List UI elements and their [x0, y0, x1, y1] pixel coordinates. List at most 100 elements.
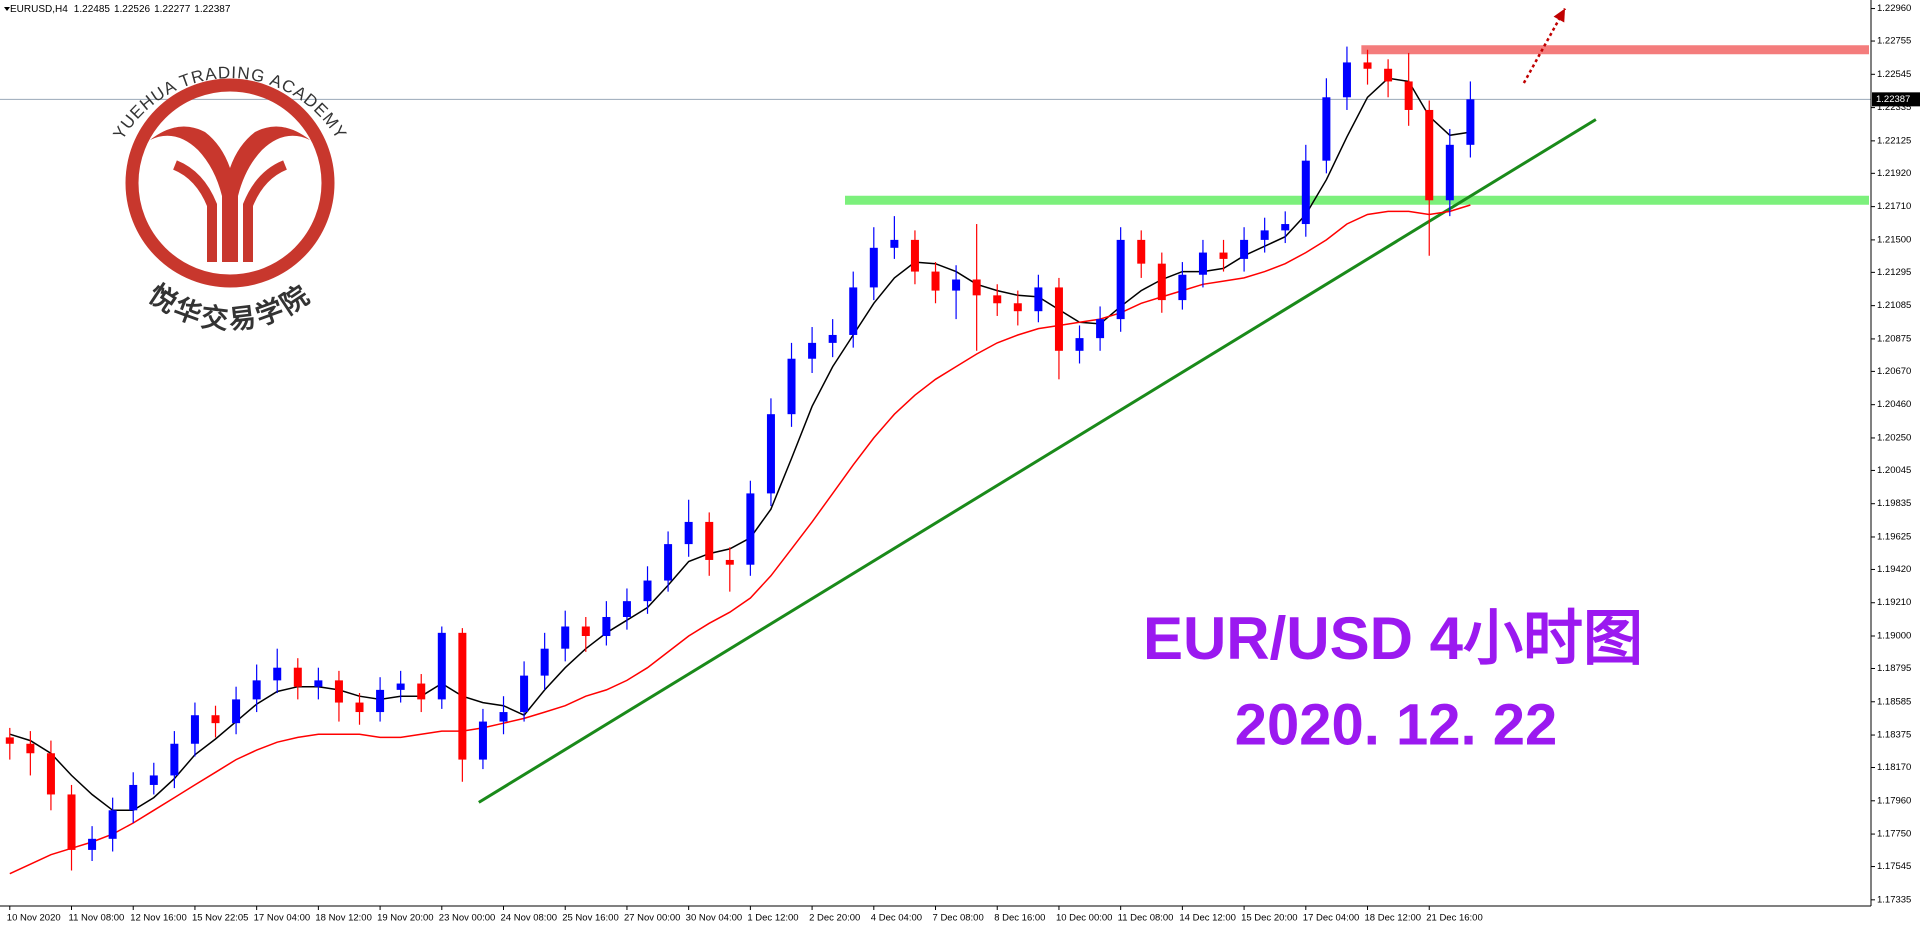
candle-body [355, 702, 364, 713]
y-tick-label: 1.21500 [1877, 234, 1911, 245]
candle-body [417, 683, 426, 700]
candle-body [1116, 239, 1125, 320]
y-tick-label: 1.17750 [1877, 829, 1911, 840]
candle-body [725, 559, 734, 565]
candle-body [766, 414, 775, 494]
last-price-label: 1.22387 [1876, 94, 1910, 105]
logo-mark [172, 160, 288, 262]
candle-body [1322, 97, 1331, 161]
y-tick-label: 1.20460 [1877, 399, 1911, 410]
candle-body [190, 715, 199, 744]
candle-body [1054, 287, 1063, 351]
x-tick-label: 15 Nov 22:05 [192, 913, 249, 924]
x-tick-label: 27 Nov 00:00 [624, 913, 681, 924]
candle-body [129, 784, 138, 811]
candle-body [1301, 160, 1310, 225]
candle-body [1342, 62, 1351, 98]
candle-body [1466, 99, 1475, 145]
candle-body [746, 493, 755, 565]
quote: 1.22526 [114, 4, 151, 15]
header: EURUSD,H4 1.22485 1.22526 1.22277 1.22387 [10, 4, 231, 15]
x-tick-label: 21 Dec 16:00 [1426, 913, 1483, 924]
candle-body [1404, 81, 1413, 110]
candle-body [664, 544, 673, 581]
x-tick-label: 17 Nov 04:00 [254, 913, 311, 924]
candle-body [1075, 338, 1084, 351]
candle-body [458, 632, 467, 760]
y-tick-label: 1.18375 [1877, 730, 1911, 741]
x-tick-label: 15 Dec 20:00 [1241, 913, 1298, 924]
candle-body [499, 712, 508, 722]
x-tick-label: 14 Dec 12:00 [1179, 913, 1236, 924]
candle-body [1363, 62, 1372, 69]
header-arrow [4, 7, 10, 11]
x-tick-label: 4 Dec 04:00 [871, 913, 922, 924]
candle-body [849, 287, 858, 335]
y-tick-label: 1.19210 [1877, 597, 1911, 608]
candle-body [252, 680, 261, 700]
candle-body [684, 521, 693, 545]
symbol: EURUSD,H4 [10, 4, 68, 15]
candle-body [26, 743, 35, 754]
annotation-date: 2020. 12. 22 [1235, 692, 1558, 757]
candle-body [643, 580, 652, 602]
candle-body [808, 342, 817, 359]
logo-mark [150, 126, 310, 262]
candle-body [396, 683, 405, 690]
last-price-box [1872, 92, 1920, 107]
y-tick-label: 1.20250 [1877, 432, 1911, 443]
candle-body [1178, 274, 1187, 301]
candle-body [890, 239, 899, 248]
candle-body [931, 271, 940, 291]
candle-body [293, 667, 302, 687]
candle-body [561, 626, 570, 649]
y-tick-label: 1.20670 [1877, 366, 1911, 377]
y-tick-label: 1.22755 [1877, 36, 1911, 47]
y-tick-label: 1.19835 [1877, 498, 1911, 509]
y-tick-label: 1.22545 [1877, 69, 1911, 80]
trendline [478, 118, 1597, 804]
candle-body [1445, 144, 1454, 201]
y-tick-label: 1.19420 [1877, 564, 1911, 575]
candle-body [170, 743, 179, 776]
y-tick-label: 1.22125 [1877, 135, 1911, 146]
candle-body [1260, 230, 1269, 240]
candle-body [232, 699, 241, 724]
x-tick-label: 8 Dec 16:00 [994, 913, 1045, 924]
x-tick-label: 11 Dec 08:00 [1118, 913, 1174, 924]
x-tick-label: 12 Nov 16:00 [130, 913, 187, 924]
candle-body [273, 667, 282, 681]
x-tick-label: 2 Dec 20:00 [809, 913, 860, 924]
candle-body [993, 295, 1002, 304]
moving-average [9, 204, 1471, 875]
x-tick-label: 10 Nov 2020 [7, 913, 61, 924]
candle-body [972, 279, 981, 296]
y-tick-label: 1.18585 [1877, 696, 1911, 707]
candle-body [108, 810, 117, 839]
candle-body [1240, 239, 1249, 259]
candle-body [211, 715, 220, 724]
candle-body [478, 721, 487, 760]
x-tick-label: 10 Dec 00:00 [1056, 913, 1113, 924]
candle-body [46, 753, 55, 795]
x-tick-label: 18 Dec 12:00 [1365, 913, 1422, 924]
y-tick-label: 1.17960 [1877, 795, 1911, 806]
y-tick-label: 1.17335 [1877, 894, 1911, 905]
x-tick-label: 23 Nov 00:00 [439, 913, 496, 924]
candle-body [1137, 239, 1146, 264]
candle-body [869, 247, 878, 288]
candle-body [540, 648, 549, 676]
x-tick-label: 24 Nov 08:00 [501, 913, 558, 924]
candle-body [314, 680, 323, 687]
candle-body [705, 521, 714, 560]
candle-body [5, 737, 14, 744]
x-tick-label: 11 Nov 08:00 [69, 913, 125, 924]
y-tick-label: 1.17545 [1877, 861, 1911, 872]
quote: 1.22485 [74, 4, 111, 15]
x-tick-label: 7 Dec 08:00 [933, 913, 984, 924]
annotation: EUR/USD 4小时图 [1143, 605, 1643, 672]
candle-body [1384, 68, 1393, 82]
candle-body [67, 794, 76, 850]
